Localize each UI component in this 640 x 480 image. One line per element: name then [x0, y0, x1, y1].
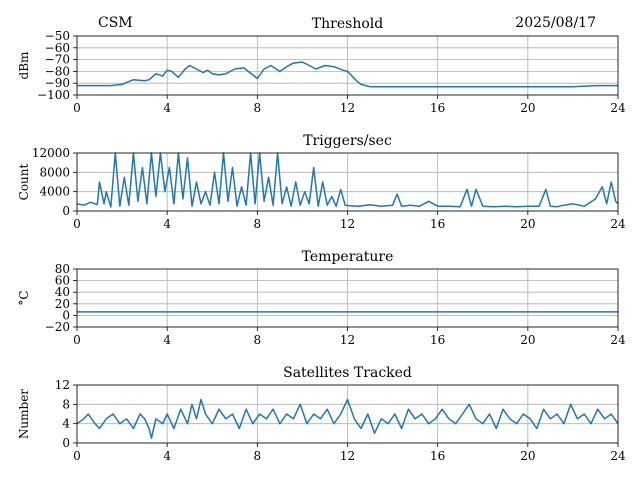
x-tick-label: 20	[520, 449, 535, 463]
y-tick-label: 0	[62, 308, 70, 322]
y-tick-label: 60	[55, 274, 70, 288]
y-tick-label: −50	[45, 29, 70, 43]
y-tick-label: −90	[45, 76, 70, 90]
x-tick-label: 24	[610, 217, 626, 231]
y-tick-label: 12000	[32, 146, 70, 160]
temperature-ylabel: °C	[17, 290, 31, 305]
y-tick-label: 20	[55, 297, 70, 311]
x-tick-label: 20	[520, 101, 535, 115]
x-tick-label: 24	[610, 449, 626, 463]
x-tick-label: 0	[73, 333, 81, 347]
chart-panels: 0 4 8 12 16 20 24 −100−90−80−70−60−50 Threshold d…	[17, 16, 626, 463]
y-tick-label: −70	[45, 53, 70, 67]
y-tick-label: 12	[55, 378, 70, 392]
satellites-title: Satellites Tracked	[283, 365, 412, 381]
x-tick-label: 0	[73, 449, 81, 463]
y-tick-label: 0	[62, 436, 70, 450]
x-tick-label: 16	[430, 449, 445, 463]
y-tick-label: 80	[55, 262, 70, 276]
y-tick-label: 4	[62, 417, 70, 431]
x-tick-label: 4	[163, 101, 171, 115]
threshold-series-line	[77, 61, 618, 88]
x-tick-label: 4	[163, 333, 171, 347]
satellites-panel: 0 4 8 12 16 20 24 0 4 8 12 Satellites Tracked Number	[17, 365, 626, 463]
x-tick-label: 24	[610, 101, 626, 115]
y-tick-label: 8	[62, 397, 70, 411]
x-tick-label: 16	[430, 217, 445, 231]
y-tick-label: 4000	[39, 185, 70, 199]
x-tick-label: 12	[340, 333, 355, 347]
triggers-series-line	[76, 152, 619, 208]
x-tick-label: 0	[73, 101, 81, 115]
y-tick-label: 40	[55, 285, 70, 299]
header-left: CSM	[98, 15, 133, 31]
x-tick-label: 0	[73, 217, 81, 231]
triggers-ylabel: Count	[17, 163, 31, 200]
x-tick-label: 20	[520, 333, 535, 347]
x-tick-label: 4	[163, 217, 171, 231]
x-tick-label: 8	[254, 333, 262, 347]
x-tick-label: 8	[254, 449, 262, 463]
x-tick-label: 8	[254, 101, 262, 115]
satellites-series-line	[76, 398, 619, 439]
y-tick-label: −60	[45, 41, 70, 55]
threshold-panel: 0 4 8 12 16 20 24 −100−90−80−70−60−50 Threshold d…	[17, 16, 626, 115]
x-tick-label: 20	[520, 217, 535, 231]
x-tick-label: 4	[163, 449, 171, 463]
triggers-title: Triggers/sec	[303, 133, 392, 149]
threshold-title: Threshold	[312, 16, 383, 32]
header-date: 2025/08/17	[515, 15, 596, 31]
threshold-ylabel: dBm	[17, 51, 31, 80]
x-tick-label: 16	[430, 333, 445, 347]
temperature-title: Temperature	[302, 249, 394, 265]
y-tick-label: −20	[45, 320, 70, 334]
y-tick-label: −80	[45, 64, 70, 78]
x-tick-label: 24	[610, 333, 626, 347]
y-tick-label: 8000	[39, 165, 70, 179]
y-tick-label: −100	[37, 88, 70, 102]
x-tick-label: 16	[430, 101, 445, 115]
triggers-panel: 0 4 8 12 16 20 24 0 4000 8000 12000 Triggers/sec Cou…	[17, 133, 626, 231]
y-tick-label: 0	[62, 204, 70, 218]
x-tick-label: 12	[340, 449, 355, 463]
x-tick-label: 8	[254, 217, 262, 231]
x-tick-label: 12	[340, 101, 355, 115]
x-tick-label: 12	[340, 217, 355, 231]
satellites-ylabel: Number	[17, 389, 31, 439]
